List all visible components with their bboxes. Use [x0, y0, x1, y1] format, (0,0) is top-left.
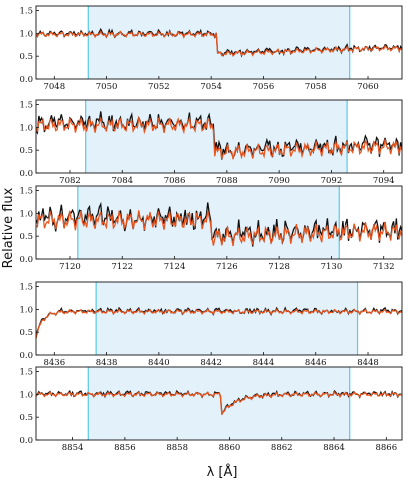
x-tick-label: 7058 [305, 82, 327, 92]
panel-frame [35, 99, 403, 174]
x-tick-label: 7082 [59, 176, 81, 186]
x-tick-label: 7132 [373, 262, 395, 272]
panel-frame [35, 185, 403, 260]
x-tick-label: 7056 [253, 82, 275, 92]
observed-spectrum-line [36, 201, 402, 247]
panel-2: 0.0 0.5 1.0 1.5 7082 7084 7086 7088 7090 7092 7094 [19, 99, 403, 186]
panel-1: 0.0 0.5 1.0 1.5 7048 7050 7052 7054 7056 7058 7060 [19, 5, 403, 92]
x-tick-label: 7084 [111, 176, 133, 186]
model-spectrum-line [36, 390, 402, 416]
x-tick-label: 7060 [357, 82, 379, 92]
x-tick-label: 7052 [148, 82, 170, 92]
x-tick-label: 7120 [59, 262, 81, 272]
y-axis-title: Relative flux [1, 187, 16, 268]
model-spectrum-line [36, 210, 402, 247]
x-tick-label: 7130 [321, 262, 343, 272]
x-tick-label: 8862 [271, 443, 293, 453]
y-tick-label: 1.5 [19, 283, 33, 293]
x-tick-label: 7128 [268, 262, 290, 272]
x-tick-label: 8440 [148, 358, 170, 368]
x-tick-label: 7094 [373, 176, 395, 186]
x-axis-title: λ [Å] [207, 464, 238, 480]
y-tick-label: 0.0 [19, 169, 33, 179]
x-tick-label: 8864 [323, 443, 345, 453]
panels-group: 0.0 0.5 1.0 1.5 7048 7050 7052 7054 7056 7058 7060… [19, 5, 403, 453]
x-tick-label: 8446 [305, 358, 327, 368]
y-tick-label: 0.5 [19, 52, 33, 62]
panel-5: 0.0 0.5 1.0 1.5 8854 8856 8858 8860 8862 8864 8866 [19, 366, 403, 453]
x-tick-label: 8860 [219, 443, 241, 453]
x-tick-label: 8438 [96, 358, 118, 368]
x-tick-label: 7092 [321, 176, 343, 186]
x-tick-label: 7086 [164, 176, 186, 186]
y-tick-label: 1.0 [19, 29, 33, 39]
y-tick-label: 0.5 [19, 328, 33, 338]
y-tick-label: 1.5 [19, 368, 33, 378]
model-spectrum-line [36, 308, 402, 339]
x-tick-label: 7124 [164, 262, 186, 272]
y-tick-label: 1.0 [19, 305, 33, 315]
x-tick-label: 8444 [253, 358, 275, 368]
x-tick-label: 7054 [200, 82, 222, 92]
x-tick-label: 8858 [166, 443, 188, 453]
y-tick-label: 0.0 [19, 75, 33, 85]
x-tick-label: 7050 [96, 82, 118, 92]
panel-4: 0.0 0.5 1.0 1.5 8436 8438 8440 8442 8444 8446 8448 [19, 281, 403, 368]
x-tick-label: 8436 [43, 358, 65, 368]
x-tick-label: 7048 [43, 82, 65, 92]
x-tick-label: 8448 [357, 358, 379, 368]
x-tick-label: 8866 [375, 443, 397, 453]
model-spectrum-line [36, 115, 402, 160]
y-tick-label: 0.0 [19, 255, 33, 265]
highlight-region [88, 367, 350, 440]
highlight-region [88, 6, 350, 79]
model-spectrum-line [36, 30, 402, 57]
x-tick-label: 7088 [216, 176, 238, 186]
y-tick-label: 1.0 [19, 390, 33, 400]
x-tick-label: 7122 [111, 262, 133, 272]
y-tick-label: 0.5 [19, 146, 33, 156]
y-tick-label: 0.0 [19, 351, 33, 361]
highlight-region [96, 282, 358, 355]
y-tick-label: 1.5 [19, 187, 33, 197]
panel-frame [35, 281, 403, 356]
highlight-region [85, 100, 348, 173]
y-tick-label: 0.5 [19, 232, 33, 242]
panel-frame [35, 5, 403, 80]
y-tick-label: 0.5 [19, 413, 33, 423]
panel-frame [35, 366, 403, 441]
x-tick-label: 8442 [200, 358, 222, 368]
x-tick-label: 8854 [62, 443, 84, 453]
y-tick-label: 1.0 [19, 209, 33, 219]
y-tick-label: 1.5 [19, 7, 33, 17]
x-tick-label: 8856 [114, 443, 136, 453]
y-tick-label: 0.0 [19, 436, 33, 446]
x-tick-label: 7126 [216, 262, 238, 272]
x-tick-label: 7090 [268, 176, 290, 186]
y-tick-label: 1.5 [19, 101, 33, 111]
panel-3: 0.0 0.5 1.0 1.5 7120 7122 7124 7126 7128 7130 7132 [19, 185, 403, 272]
y-tick-label: 1.0 [19, 123, 33, 133]
